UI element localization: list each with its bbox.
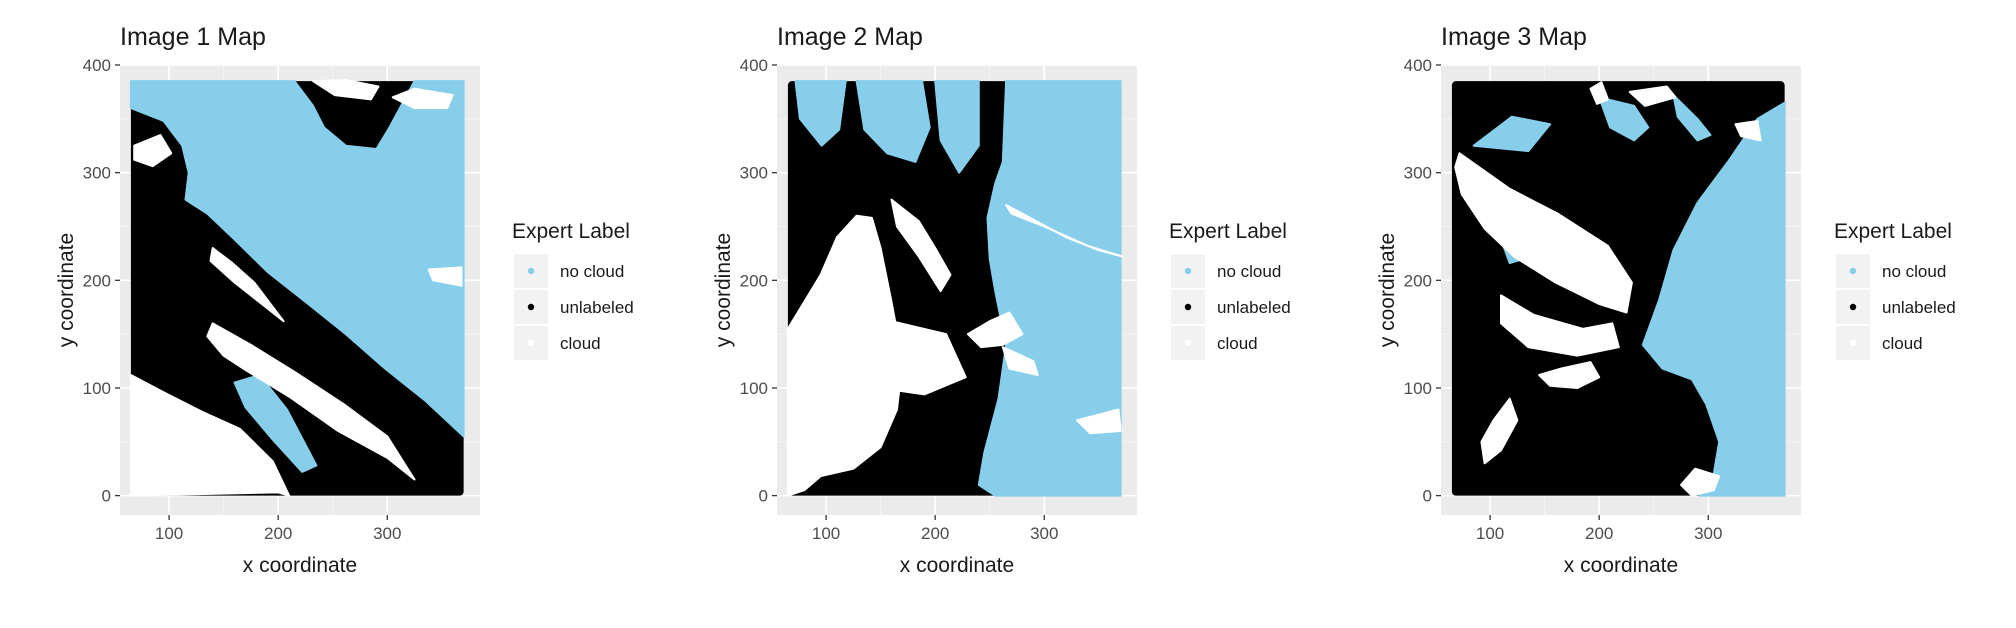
legend-key-cloud [527,339,535,347]
map-panel-image-2: 100 200 300 0 100 200 300 400 Image 2 Map x coord… [712,23,1291,577]
cloud-region [206,322,416,481]
legend-label: no cloud [1882,262,1946,281]
legend-key-no-cloud [527,267,535,275]
cloud-region [1500,294,1620,357]
chart-title: Image 2 Map [777,23,923,51]
cloud-region [1005,204,1124,258]
cloud-region [1454,152,1633,314]
legend-key-no-cloud [1849,267,1857,275]
x-tick-label: 200 [921,524,949,543]
x-tick-label: 100 [155,524,183,543]
y-tick-label: 300 [1404,164,1432,183]
cloud-region [1480,397,1519,465]
no-cloud-region [1598,96,1650,142]
y-tick-label: 0 [759,487,768,506]
cloud-region [427,266,463,287]
x-tick-label: 100 [812,524,840,543]
y-tick-label: 0 [1423,487,1432,506]
legend-label: cloud [1217,334,1258,353]
legend-label: cloud [560,334,601,353]
y-axis-title: y coordinate [55,233,78,347]
x-tick-label: 300 [373,524,401,543]
no-cloud-region [977,80,1122,497]
cloud-region [786,214,904,497]
legend: Expert Label no cloud unlabeled cloud [512,220,634,360]
y-tick-label: 400 [740,56,768,75]
legend-key-unlabeled [527,303,535,311]
x-tick-label: 200 [1585,524,1613,543]
y-tick-label: 100 [1404,379,1432,398]
legend-key-cloud [1184,339,1192,347]
legend-key-unlabeled [1849,303,1857,311]
map-panel-image-3: 100 200 300 0 100 200 300 400 Image 3 Map x coord… [1376,23,1956,577]
legend: Expert Label no cloud unlabeled cloud [1834,220,1956,360]
no-cloud-region [129,80,465,438]
legend-key-no-cloud [1184,267,1192,275]
cloud-region [1734,120,1762,142]
no-cloud-region [794,80,847,147]
cloud-region [1628,85,1677,107]
y-tick-label: 300 [83,164,111,183]
no-cloud-region [1641,101,1786,497]
y-tick-label: 100 [740,379,768,398]
legend-label: no cloud [560,262,624,281]
y-tick-label: 0 [102,487,111,506]
legend-key-unlabeled [1184,303,1192,311]
cloud-region [890,198,952,293]
cloud-region [966,311,1024,349]
x-tick-label: 300 [1694,524,1722,543]
legend-title: Expert Label [1834,220,1952,243]
x-axis-title: x coordinate [243,554,357,577]
y-axis-title: y coordinate [712,233,735,347]
no-cloud-region [934,80,980,174]
x-axis-title: x coordinate [900,554,1014,577]
cloud-region [1589,81,1609,105]
legend-title: Expert Label [512,220,630,243]
x-tick-label: 300 [1030,524,1058,543]
chart-title: Image 3 Map [1441,23,1587,51]
legend-title: Expert Label [1169,220,1287,243]
y-tick-label: 300 [740,164,768,183]
y-tick-label: 400 [83,56,111,75]
y-tick-label: 200 [740,271,768,290]
cloud-region [391,87,454,110]
x-tick-label: 100 [1476,524,1504,543]
cloud-region [133,134,173,168]
cloud-region [852,320,967,396]
no-cloud-region [1672,94,1712,142]
map-panel-image-1: 100 200 300 0 100 200 300 400 Image 1 Map x coord… [55,23,634,577]
cloud-region [1001,346,1039,376]
y-tick-label: 100 [83,379,111,398]
chart-title: Image 1 Map [120,23,266,51]
legend-label: unlabeled [1882,298,1956,317]
cloud-region [1680,467,1721,497]
legend-label: cloud [1882,334,1923,353]
cloud-region [209,247,285,323]
no-cloud-region [855,80,931,163]
legend-label: unlabeled [560,298,634,317]
legend-label: unlabeled [1217,298,1291,317]
x-tick-label: 200 [264,524,292,543]
legend: Expert Label no cloud unlabeled cloud [1169,220,1291,360]
cloud-region [1076,408,1122,435]
y-axis-title: y coordinate [1376,233,1399,347]
cloud-region [1538,361,1601,389]
y-tick-label: 200 [83,271,111,290]
x-axis-title: x coordinate [1564,554,1678,577]
cloud-region [312,79,380,101]
y-tick-label: 200 [1404,271,1432,290]
legend-key-cloud [1849,339,1857,347]
cloud-region [129,374,291,497]
y-tick-label: 400 [1404,56,1432,75]
no-cloud-region [1472,115,1552,153]
legend-label: no cloud [1217,262,1281,281]
